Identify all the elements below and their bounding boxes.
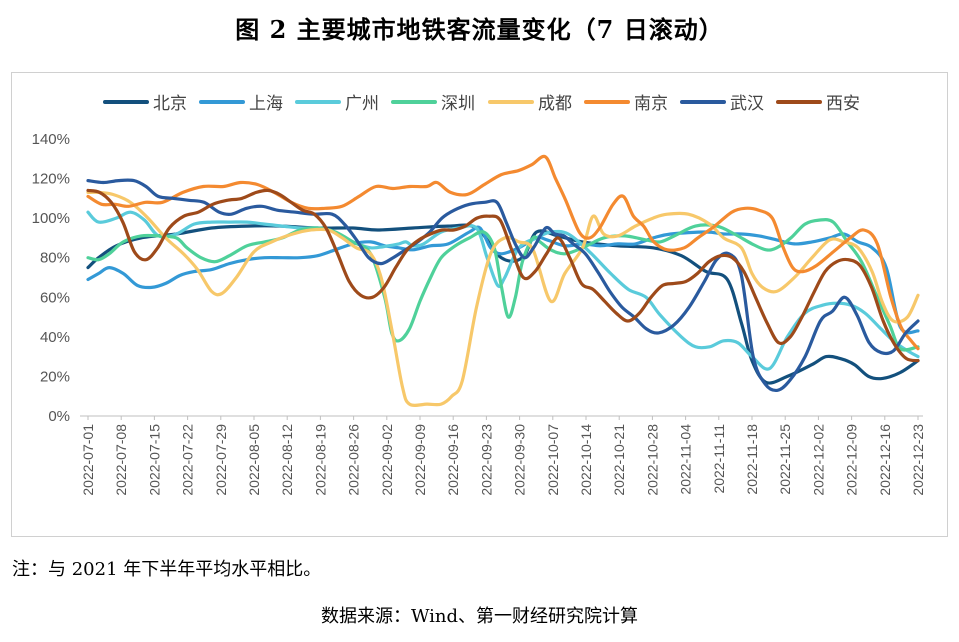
x-tick-label: 2022-08-05	[246, 424, 262, 496]
x-tick-label: 2022-09-02	[379, 424, 395, 496]
legend-label: 广州	[345, 94, 379, 114]
series-line-8	[86, 188, 920, 363]
x-tick-label: 2022-11-18	[744, 424, 760, 495]
x-tick-label: 2022-08-19	[312, 424, 328, 496]
x-tick-label: 2022-09-09	[412, 424, 428, 496]
y-tick-label: 0%	[48, 408, 70, 425]
y-tick-label: 80%	[40, 250, 70, 267]
x-tick-label: 2022-09-16	[445, 424, 461, 496]
x-tick-label: 2022-12-23	[910, 424, 926, 496]
x-tick-label: 2022-11-25	[777, 424, 793, 495]
y-tick-label: 40%	[40, 329, 70, 346]
x-tick-label: 2022-11-04	[678, 424, 694, 495]
x-tick-label: 2022-12-09	[844, 424, 860, 496]
x-tick-label: 2022-12-02	[810, 424, 826, 496]
line-chart: 北京 上海 广州 深圳 成都 南京 武汉 西安 0% 20% 40% 60% 80% 100% 120% 1…	[32, 94, 926, 496]
y-tick-label: 120%	[32, 171, 70, 188]
chart-title: 图 2 主要城市地铁客流量变化（7 日滚动）	[235, 15, 724, 44]
legend-label: 南京	[634, 94, 668, 114]
x-tick-label: 2022-09-30	[512, 424, 528, 496]
legend-label: 北京	[153, 94, 187, 114]
x-tick-label: 2022-08-26	[346, 424, 362, 496]
x-tick-label: 2022-09-23	[478, 424, 494, 496]
legend-label: 成都	[538, 94, 572, 114]
chart-note: 注：与 2021 年下半年平均水平相比。	[12, 559, 322, 580]
x-tick-label: 2022-10-28	[644, 424, 660, 496]
x-tick-label: 2022-08-12	[279, 424, 295, 496]
legend: 北京 上海 广州 深圳 成都 南京 武汉 西安	[103, 94, 860, 114]
x-tick-label: 2022-07-29	[213, 424, 229, 496]
legend-label: 西安	[826, 94, 860, 114]
chart-frame	[11, 72, 948, 537]
y-tick-label: 20%	[40, 368, 70, 385]
legend-label: 深圳	[441, 94, 475, 114]
series-line-3	[86, 210, 920, 371]
legend-label: 武汉	[730, 94, 764, 114]
series-line-6	[86, 154, 920, 351]
x-tick-label: 2022-12-16	[877, 424, 893, 496]
y-tick-label: 60%	[40, 289, 70, 306]
x-tick-label: 2022-10-14	[578, 424, 594, 496]
x-tick-label: 2022-10-21	[611, 424, 627, 496]
y-tick-label: 100%	[32, 210, 70, 227]
x-tick-label: 2022-10-07	[545, 424, 561, 496]
chart-axes: 0% 20% 40% 60% 80% 100% 120% 140% 2022-07-01 2022…	[32, 131, 926, 496]
x-tick-label: 2022-07-15	[146, 424, 162, 496]
x-tick-label: 2022-07-08	[113, 424, 129, 496]
x-tick-label: 2022-11-11	[711, 424, 727, 494]
chart-series	[86, 154, 920, 408]
series-line-7	[86, 178, 920, 393]
data-source: 数据来源：Wind、第一财经研究院计算	[320, 606, 639, 627]
y-tick-label: 140%	[32, 131, 70, 148]
legend-label: 上海	[249, 94, 283, 114]
series-line-5	[86, 190, 920, 408]
series-line-4	[86, 218, 920, 352]
x-tick-label: 2022-07-22	[180, 424, 196, 496]
series-line-1	[86, 223, 920, 385]
x-tick-label: 2022-07-01	[80, 424, 96, 496]
